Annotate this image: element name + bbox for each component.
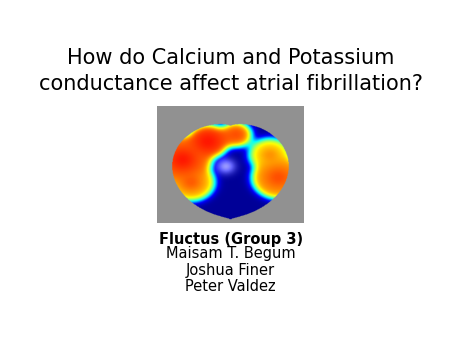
Bar (158, 105, 304, 223)
Text: How do Calcium and Potassium
conductance affect atrial fibrillation?: How do Calcium and Potassium conductance… (39, 48, 423, 94)
Text: Joshua Finer: Joshua Finer (186, 263, 275, 277)
Text: Maisam T. Begum: Maisam T. Begum (166, 246, 296, 261)
Text: Peter Valdez: Peter Valdez (185, 279, 276, 294)
Text: Fluctus (Group 3): Fluctus (Group 3) (158, 232, 303, 247)
